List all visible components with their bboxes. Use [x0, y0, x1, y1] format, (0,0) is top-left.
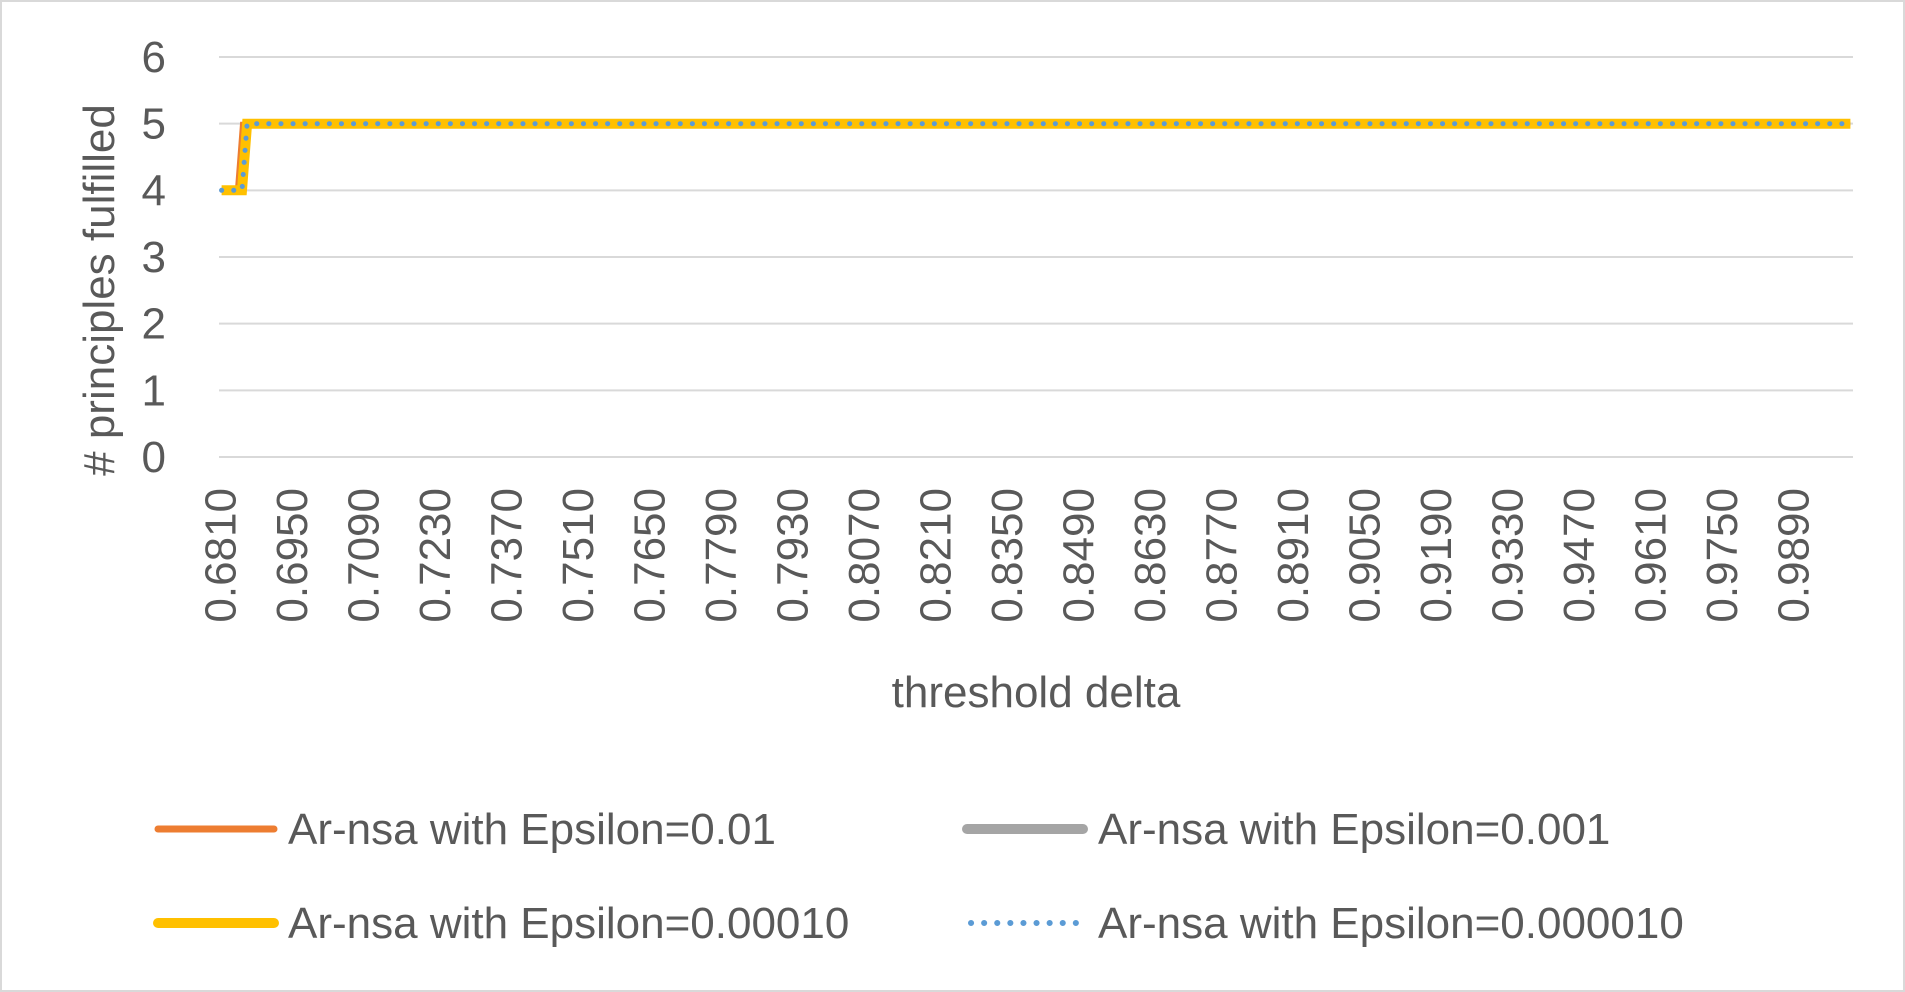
x-tick-label: 0.8350	[983, 488, 1032, 623]
x-tick-label: 0.7090	[340, 488, 389, 623]
x-tick-label: 0.9750	[1698, 488, 1747, 623]
x-tick-label: 0.9050	[1340, 488, 1389, 623]
y-tick-label: 5	[142, 100, 166, 149]
x-tick-label: 0.8770	[1197, 488, 1246, 623]
y-tick-label: 6	[142, 33, 166, 82]
x-tick-label: 0.7790	[697, 488, 746, 623]
x-tick-label: 0.8490	[1054, 488, 1103, 623]
legend-label-3: Ar-nsa with Epsilon=0.00010	[288, 899, 849, 948]
x-tick-label: 0.7510	[554, 488, 603, 623]
y-axis-ticks: 0 1 2 3 4 5 6	[142, 33, 166, 482]
x-tick-label: 0.7650	[625, 488, 674, 623]
x-tick-label: 0.9190	[1412, 488, 1461, 623]
x-tick-label: 0.7930	[768, 488, 817, 623]
x-tick-label: 0.9330	[1483, 488, 1532, 623]
series-lines	[219, 118, 1853, 196]
y-tick-label: 3	[142, 233, 166, 282]
legend-label-2: Ar-nsa with Epsilon=0.001	[1098, 805, 1610, 854]
x-tick-label: 0.7230	[411, 488, 460, 623]
y-tick-label: 0	[142, 433, 166, 482]
x-tick-label: 0.6950	[268, 488, 317, 623]
legend-label-1: Ar-nsa with Epsilon=0.01	[288, 805, 776, 854]
x-tick-label: 0.7370	[483, 488, 532, 623]
x-tick-label: 0.9890	[1769, 488, 1818, 623]
x-tick-label: 0.8210	[911, 488, 960, 623]
x-tick-label: 0.8910	[1269, 488, 1318, 623]
y-tick-label: 1	[142, 366, 166, 415]
legend: Ar-nsa with Epsilon=0.01 Ar-nsa with Epsi…	[153, 805, 1684, 948]
x-tick-label: 0.6810	[197, 488, 246, 623]
x-tick-label: 0.9610	[1626, 488, 1675, 623]
x-tick-label: 0.9470	[1555, 488, 1604, 623]
y-axis-label: # principles fulfilled	[75, 104, 124, 476]
x-tick-label: 0.8070	[840, 488, 889, 623]
legend-label-4: Ar-nsa with Epsilon=0.000010	[1098, 899, 1684, 948]
x-axis-ticks: 0.6810 0.6950 0.7090 0.7230 0.7370 0.7510 0.76…	[197, 488, 1819, 623]
series-line-4	[219, 121, 1853, 193]
y-tick-label: 2	[142, 300, 166, 349]
y-tick-label: 4	[142, 166, 166, 215]
x-axis-label: threshold delta	[892, 668, 1181, 717]
x-tick-label: 0.8630	[1126, 488, 1175, 623]
